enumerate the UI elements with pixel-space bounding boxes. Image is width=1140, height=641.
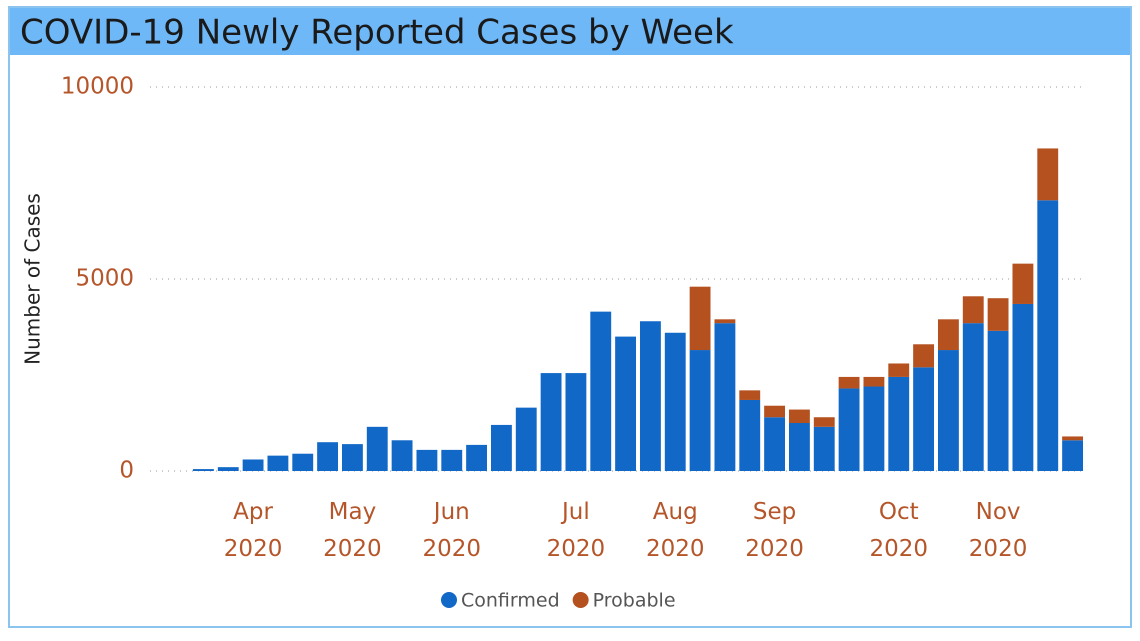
bar-segment — [341, 444, 363, 471]
bar-segment — [391, 440, 413, 471]
title-bar — [10, 8, 1130, 55]
bar-segment — [739, 390, 761, 400]
bar-segment — [838, 388, 860, 471]
bar-segment — [1062, 436, 1084, 441]
bar-segment — [937, 319, 959, 351]
bar-segment — [813, 417, 835, 427]
bar-segment — [366, 426, 388, 471]
legend-swatch — [441, 592, 457, 608]
bar-segment — [888, 376, 910, 471]
x-tick-label: Aug 2020 — [645, 499, 705, 562]
bar-segment — [292, 453, 314, 471]
bar-segment — [863, 386, 885, 471]
bar-segment — [1012, 263, 1034, 304]
legend-swatch — [572, 592, 589, 608]
bar-segment — [714, 319, 736, 324]
bar-segment — [788, 409, 810, 423]
bar-segment — [540, 373, 562, 471]
bar-segment — [192, 469, 214, 471]
x-tick-label: Jun 2020 — [422, 499, 482, 562]
bar-segment — [962, 296, 984, 324]
bar-segment — [788, 423, 810, 471]
bar-segment — [515, 407, 537, 471]
bar-segment — [764, 405, 786, 418]
y-axis-label: Number of Cases — [21, 193, 45, 365]
legend-label: Probable — [593, 590, 676, 612]
bar-segment — [242, 459, 264, 471]
bar-segment — [987, 330, 1009, 471]
bar-segment — [987, 298, 1009, 331]
bar-segment — [689, 350, 711, 471]
x-tick-label: Jul 2020 — [546, 499, 606, 562]
bar-segment — [217, 467, 239, 471]
x-tick-label: Oct 2020 — [869, 499, 929, 562]
bar-segment — [317, 442, 339, 471]
bar-segment — [590, 311, 612, 471]
legend-label: Confirmed — [461, 590, 560, 612]
bar-segment — [764, 417, 786, 471]
bar-segment — [267, 455, 289, 471]
bar-segment — [714, 323, 736, 471]
bar-segment — [888, 363, 910, 377]
frame — [8, 6, 1132, 628]
bar-segment — [466, 444, 488, 471]
bar-segment — [639, 321, 661, 471]
bar-segment — [565, 373, 587, 471]
y-tick-label: 0 — [119, 458, 134, 484]
bar-segment — [739, 399, 761, 471]
bar-segment — [1062, 440, 1084, 471]
bar-segment — [813, 426, 835, 471]
x-tick-label: Apr 2020 — [223, 499, 283, 562]
x-tick-label: May 2020 — [323, 499, 382, 562]
bar-segment — [490, 424, 512, 471]
bar-segment — [1012, 303, 1034, 471]
bar-segment — [863, 376, 885, 387]
y-tick-label: 5000 — [75, 266, 134, 292]
bar-segment — [962, 323, 984, 471]
bar-segment — [1037, 148, 1059, 201]
bar-segment — [664, 332, 686, 471]
bar-segment — [937, 350, 959, 471]
bar-segment — [615, 336, 637, 471]
bar-segment — [838, 376, 860, 389]
bar-segment — [441, 449, 463, 471]
bar-segment — [689, 286, 711, 351]
bar-segment — [416, 449, 438, 471]
bar-segment — [1037, 200, 1059, 471]
x-tick-label: Nov 2020 — [968, 499, 1028, 562]
x-tick-label: Sep 2020 — [745, 499, 804, 562]
chart-title: COVID-19 Newly Reported Cases by Week — [20, 13, 734, 53]
bar-segment — [913, 367, 935, 471]
y-tick-label: 10000 — [61, 74, 134, 100]
bar-segment — [913, 344, 935, 368]
